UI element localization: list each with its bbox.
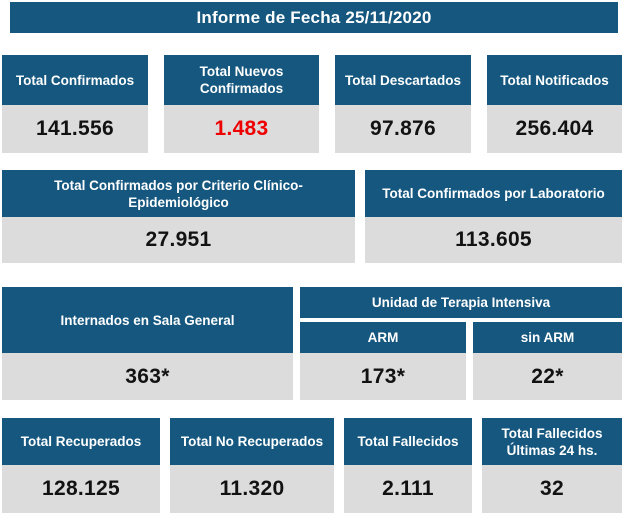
criteria-row: Total Confirmados por Criterio Clínico-E… bbox=[2, 170, 622, 263]
card-confirmados-laboratorio: Total Confirmados por Laboratorio 113.60… bbox=[365, 170, 622, 263]
card-internados-sala-general-label: Internados en Sala General bbox=[2, 287, 293, 353]
card-total-nuevos-confirmados-label: Total Nuevos Confirmados bbox=[164, 55, 319, 105]
card-icu-sin-arm: sin ARM 22* bbox=[473, 322, 622, 400]
card-internados-sala-general-value: 363* bbox=[2, 353, 293, 400]
card-icu-arm-label: ARM bbox=[300, 322, 466, 353]
card-total-confirmados: Total Confirmados 141.556 bbox=[2, 55, 148, 153]
card-confirmados-laboratorio-label: Total Confirmados por Laboratorio bbox=[365, 170, 622, 217]
card-total-confirmados-label: Total Confirmados bbox=[2, 55, 148, 105]
card-total-recuperados-label: Total Recuperados bbox=[2, 418, 160, 465]
card-total-fallecidos-24hs: Total Fallecidos Últimas 24 hs. 32 bbox=[482, 418, 622, 513]
icu-section: Unidad de Terapia Intensiva ARM 173* sin… bbox=[300, 287, 622, 400]
card-total-no-recuperados-label: Total No Recuperados bbox=[170, 418, 334, 465]
card-total-recuperados-value: 128.125 bbox=[2, 465, 160, 513]
card-icu-sin-arm-label: sin ARM bbox=[473, 322, 622, 353]
icu-section-title: Unidad de Terapia Intensiva bbox=[300, 287, 622, 318]
card-total-fallecidos-value: 2.111 bbox=[344, 465, 472, 513]
card-total-notificados-value: 256.404 bbox=[487, 105, 622, 153]
card-total-notificados: Total Notificados 256.404 bbox=[487, 55, 622, 153]
card-total-nuevos-confirmados: Total Nuevos Confirmados 1.483 bbox=[164, 55, 319, 153]
card-total-fallecidos: Total Fallecidos 2.111 bbox=[344, 418, 472, 513]
card-total-fallecidos-24hs-value: 32 bbox=[482, 465, 622, 513]
card-icu-arm-value: 173* bbox=[300, 353, 466, 400]
summary-row: Total Confirmados 141.556 Total Nuevos C… bbox=[2, 55, 622, 153]
card-total-nuevos-confirmados-value: 1.483 bbox=[164, 105, 319, 153]
card-confirmados-criterio-clinico-label: Total Confirmados por Criterio Clínico-E… bbox=[2, 170, 355, 217]
card-total-descartados: Total Descartados 97.876 bbox=[335, 55, 471, 153]
card-confirmados-criterio-clinico-value: 27.951 bbox=[2, 217, 355, 263]
card-total-recuperados: Total Recuperados 128.125 bbox=[2, 418, 160, 513]
hospitalization-row: Internados en Sala General 363* Unidad d… bbox=[2, 287, 622, 400]
card-total-confirmados-value: 141.556 bbox=[2, 105, 148, 153]
card-total-descartados-label: Total Descartados bbox=[335, 55, 471, 105]
card-total-descartados-value: 97.876 bbox=[335, 105, 471, 153]
card-icu-sin-arm-value: 22* bbox=[473, 353, 622, 400]
card-confirmados-criterio-clinico: Total Confirmados por Criterio Clínico-E… bbox=[2, 170, 355, 263]
card-total-notificados-label: Total Notificados bbox=[487, 55, 622, 105]
card-total-fallecidos-24hs-label: Total Fallecidos Últimas 24 hs. bbox=[482, 418, 622, 465]
card-icu-arm: ARM 173* bbox=[300, 322, 466, 400]
card-total-no-recuperados-value: 11.320 bbox=[170, 465, 334, 513]
card-internados-sala-general: Internados en Sala General 363* bbox=[2, 287, 293, 400]
report-title: Informe de Fecha 25/11/2020 bbox=[10, 2, 618, 33]
outcomes-row: Total Recuperados 128.125 Total No Recup… bbox=[2, 418, 622, 513]
card-confirmados-laboratorio-value: 113.605 bbox=[365, 217, 622, 263]
icu-subheaders: ARM 173* sin ARM 22* bbox=[300, 322, 622, 400]
card-total-fallecidos-label: Total Fallecidos bbox=[344, 418, 472, 465]
card-total-no-recuperados: Total No Recuperados 11.320 bbox=[170, 418, 334, 513]
